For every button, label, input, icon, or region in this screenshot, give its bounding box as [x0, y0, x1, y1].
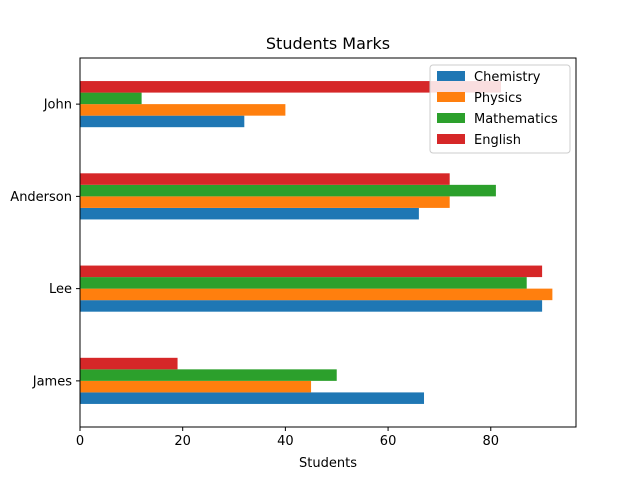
plot-frame: [79, 57, 577, 428]
bar-chemistry-anderson: [80, 207, 419, 220]
legend: Chemistry Physics Mathematics English: [429, 64, 571, 154]
x-axis-label: Students: [299, 456, 357, 471]
legend-label-english: English: [474, 133, 521, 148]
bar-physics-james: [80, 380, 312, 393]
bar-physics-john: [80, 104, 286, 116]
y-tick-label: John: [43, 98, 72, 113]
bar-mathematics-john: [80, 92, 142, 105]
bar-chemistry-james: [80, 392, 425, 404]
legend-box: [429, 64, 571, 154]
legend-swatch-chemistry: [437, 71, 465, 81]
legend-swatch-mathematics: [437, 113, 465, 123]
bar-physics-lee: [80, 288, 553, 301]
x-tick-label: 80: [482, 434, 499, 449]
legend-label-mathematics: Mathematics: [474, 112, 558, 127]
bars-group: [80, 81, 553, 404]
bar-chemistry-lee: [80, 300, 543, 312]
legend-swatch-english: [437, 134, 465, 144]
x-axis: 0 20 40 60 80: [76, 427, 499, 449]
y-tick-label: Anderson: [10, 190, 72, 205]
x-tick-label: 20: [174, 434, 191, 449]
x-tick-label: 60: [380, 434, 397, 449]
bar-physics-anderson: [80, 196, 450, 208]
bar-english-john: [80, 81, 502, 93]
x-tick-label: 0: [76, 434, 84, 449]
legend-label-physics: Physics: [474, 91, 522, 106]
y-axis: James Lee Anderson John: [10, 98, 80, 389]
bar-mathematics-anderson: [80, 184, 496, 197]
bar-chemistry-john: [80, 115, 245, 128]
bar-mathematics-lee: [80, 277, 527, 289]
bar-english-lee: [80, 265, 543, 278]
legend-label-chemistry: Chemistry: [474, 70, 541, 85]
bar-mathematics-james: [80, 369, 337, 381]
bar-english-anderson: [80, 173, 450, 185]
y-tick-label: Lee: [49, 282, 72, 297]
chart-title: Students Marks: [266, 34, 390, 53]
legend-swatch-physics: [437, 92, 465, 102]
x-tick-label: 40: [277, 434, 294, 449]
bar-english-james: [80, 357, 178, 370]
y-tick-label: James: [32, 374, 72, 389]
